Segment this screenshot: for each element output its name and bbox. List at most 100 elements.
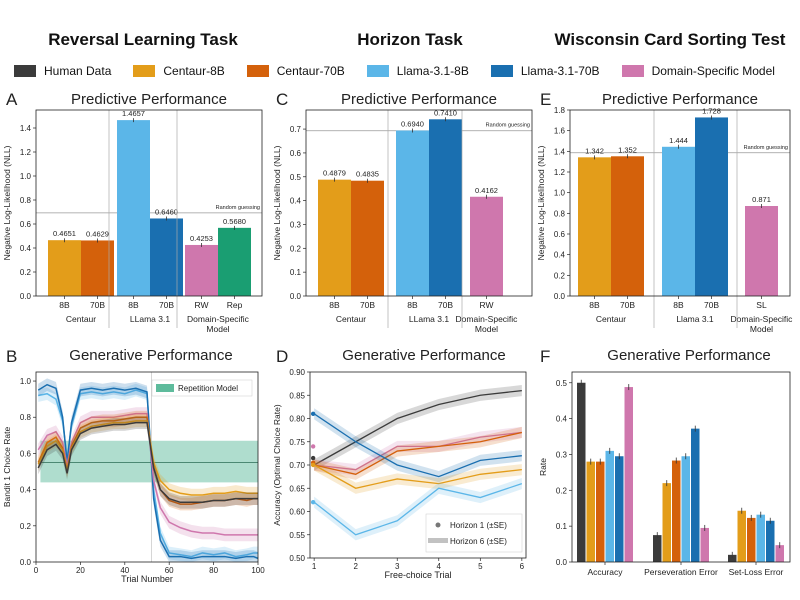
panel-a-y-tick-label: 0.4 xyxy=(20,244,32,253)
panel-letter-b: B xyxy=(6,347,17,366)
panel-e-group-label: Domain-Specific xyxy=(731,314,794,324)
panel-a-bar-8b xyxy=(48,240,81,296)
panel-c-bar-70b xyxy=(351,180,384,296)
panel-c-y-tick-label: 0.4 xyxy=(290,197,302,206)
panel-e-bar-value-label: 1.342 xyxy=(585,146,604,155)
panel-e-y-tick-label: 0.6 xyxy=(554,230,566,239)
panel-e-axes-frame xyxy=(569,109,791,297)
panel-c-bar-value-label: 0.7410 xyxy=(434,108,457,117)
panel-d-y-tick-label: 0.80 xyxy=(289,415,305,424)
panel-b-y-tick-label: 1.0 xyxy=(20,377,32,386)
legend-label-llama-8b: Llama-3.1-8B xyxy=(396,64,469,78)
panel-e-bar-value-label: 1.728 xyxy=(702,106,721,115)
panel-e-y-tick-label: 0.8 xyxy=(554,209,566,218)
panel-b-repetition-band xyxy=(40,440,258,483)
panel-c-axes-frame xyxy=(305,109,533,297)
panel-e-bar-70b xyxy=(695,117,728,296)
task-title-horizon: Horizon Task xyxy=(357,30,463,49)
panel-b-y-label: Bandit 1 Choice Rate xyxy=(2,427,12,508)
legend-item-llama-70b: Llama-3.1-70B xyxy=(490,64,600,78)
panel-d-x-label: Free-choice Trial xyxy=(384,570,451,580)
panel-f-bar-ds xyxy=(624,387,633,562)
panel-a-bar-value-label: 0.4651 xyxy=(53,229,76,238)
panel-e-x-tick-label: 70B xyxy=(704,300,719,310)
panel-f-y-tick-label: 0.3 xyxy=(556,450,568,459)
legend-label-llama-70b: Llama-3.1-70B xyxy=(520,64,600,78)
legend-item-centaur-8b: Centaur-8B xyxy=(133,64,225,78)
panel-a-bar-value-label: 0.4629 xyxy=(86,229,109,238)
panel-f-bar-c8 xyxy=(586,461,595,562)
panel-b-y-tick-label: 0.0 xyxy=(20,558,32,567)
panel-c-y-tick-label: 0.5 xyxy=(290,173,302,182)
panel-c-random-guess-label: Random guessing xyxy=(486,123,530,129)
legend-swatch-centaur-8b xyxy=(133,65,156,77)
panel-e-x-tick-label: SL xyxy=(756,300,767,310)
panel-a-y-label: Negative Log-Likelihood (NLL) xyxy=(2,145,12,260)
panel-f-bar-human xyxy=(577,382,586,562)
panel-e-bar-70b xyxy=(611,156,644,296)
panel-c-y-label: Negative Log-Likelihood (NLL) xyxy=(272,145,282,260)
panel-c-y-tick-label: 0.1 xyxy=(290,268,302,277)
legend-label-domain-specific: Domain-Specific Model xyxy=(651,64,775,78)
panel-e-bar-8b xyxy=(578,157,611,296)
panel-f-bar-l8 xyxy=(605,450,614,562)
panel-e-group-label: Centaur xyxy=(596,314,626,324)
panel-d-title: Generative Performance xyxy=(342,347,505,364)
panel-f-bar-l70 xyxy=(691,428,700,562)
panel-f-bar-l70 xyxy=(766,520,775,562)
panel-e-y-tick-label: 1.2 xyxy=(554,168,566,177)
panel-b-x-tick-label: 20 xyxy=(76,566,85,575)
legend-swatch-centaur-70b xyxy=(246,65,269,77)
panel-a-x-tick-label: 70B xyxy=(159,300,174,310)
panel-letter-d: D xyxy=(276,347,288,366)
panel-d-y-tick-label: 0.65 xyxy=(289,484,305,493)
panel-a-x-tick-label: RW xyxy=(194,300,208,310)
panel-c-x-tick-label: RW xyxy=(479,300,493,310)
panel-a-y-tick-label: 0.6 xyxy=(20,220,32,229)
panel-d-y-tick-label: 0.50 xyxy=(289,554,305,563)
panel-c-bar-value-label: 0.4835 xyxy=(356,170,379,179)
panel-a-bar-rep xyxy=(218,227,251,296)
panel-letter-e: E xyxy=(540,90,551,109)
panel-a-x-tick-label: 70B xyxy=(90,300,105,310)
panel-f-bar-c70 xyxy=(672,460,681,562)
task-title-reversal: Reversal Learning Task xyxy=(48,30,238,49)
panel-d-x-tick-label: 1 xyxy=(312,562,317,571)
panel-f-bar-ds xyxy=(700,527,709,562)
panel-f-x-tick-label: Accuracy xyxy=(588,567,624,577)
panel-d-series-band-c8 xyxy=(314,459,522,494)
panel-a-group-label: Centaur xyxy=(66,314,96,324)
panel-b-legend-label: Repetition Model xyxy=(178,384,238,393)
panel-d-series-band-l8 xyxy=(314,478,522,541)
panel-e-random-guess-label: Random guessing xyxy=(744,145,788,151)
panel-e-x-tick-label: 8B xyxy=(589,300,600,310)
legend-label-centaur-8b: Centaur-8B xyxy=(163,64,225,78)
panel-a-x-tick-label: 8B xyxy=(59,300,70,310)
panel-b-legend-box xyxy=(151,379,253,397)
panel-a-y-tick-label: 0.2 xyxy=(20,268,32,277)
panel-d-x-tick-label: 4 xyxy=(437,562,442,571)
panel-f-y-tick-label: 0.1 xyxy=(556,522,568,531)
panel-f-bar-l8 xyxy=(681,456,690,562)
panel-b-x-tick-label: 60 xyxy=(165,566,174,575)
panel-d-legend-box xyxy=(425,513,523,553)
panel-a-group-label: Model xyxy=(206,324,229,334)
panel-f-x-tick-label: Perseveration Error xyxy=(644,567,718,577)
panel-a-x-tick-label: 8B xyxy=(128,300,139,310)
panel-d-horizon1-point-l8 xyxy=(310,500,316,505)
panel-c-bar-70b xyxy=(429,119,462,296)
panel-a-bar-70b xyxy=(150,218,183,296)
legend-swatch-domain-specific xyxy=(621,65,644,77)
panel-d-x-tick-label: 6 xyxy=(520,562,525,571)
panel-c-group-label: Centaur xyxy=(336,314,366,324)
legend-item-centaur-70b: Centaur-70B xyxy=(246,64,345,78)
panel-d-series-line-l70 xyxy=(313,413,522,478)
panel-c-bar-8b xyxy=(318,179,351,296)
legend-label-human: Human Data xyxy=(44,64,112,78)
panel-a-bar-value-label: 0.6460 xyxy=(155,207,178,216)
panel-c-x-tick-label: 70B xyxy=(360,300,375,310)
panel-e-group-label: Model xyxy=(750,324,773,334)
panel-d-y-label: Accuracy (Optimal Choice Rate) xyxy=(272,404,282,526)
panel-a-bar-70b xyxy=(81,240,114,296)
